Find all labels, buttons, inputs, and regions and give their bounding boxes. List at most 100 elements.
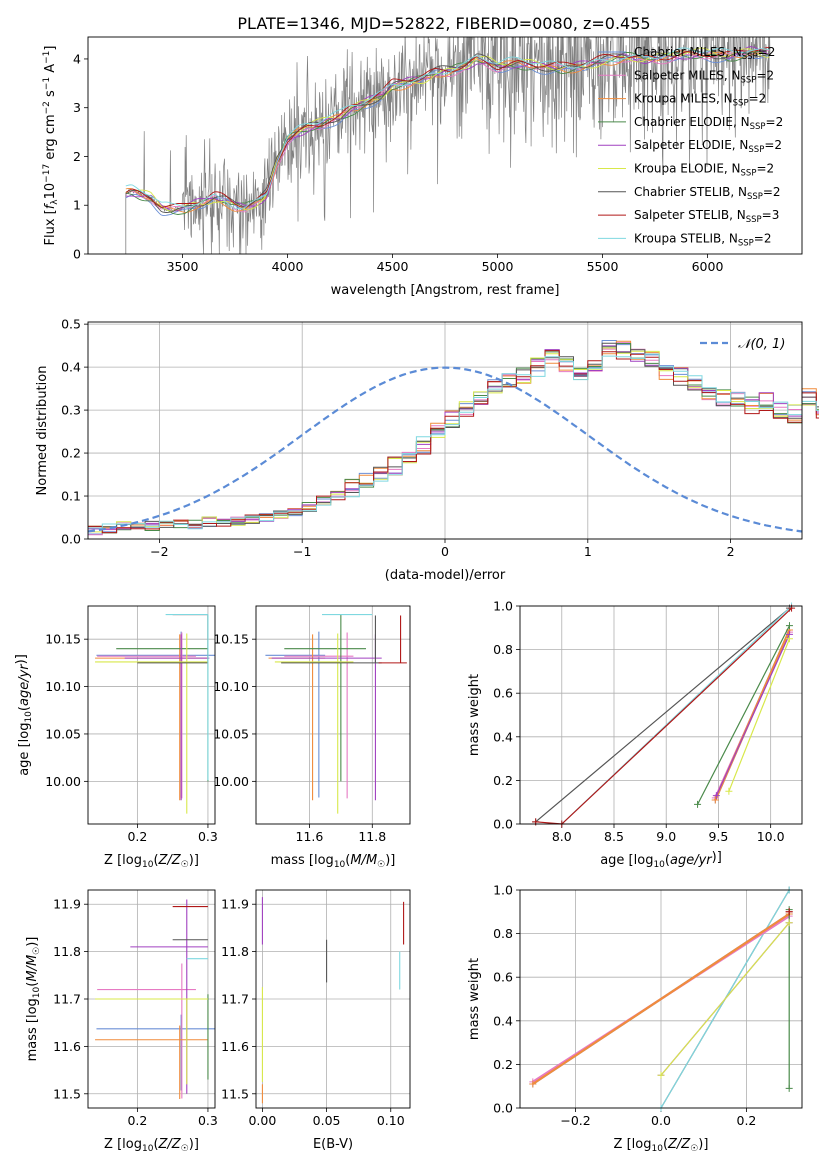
x-tick-label: 2: [727, 544, 735, 559]
y-axis-label: age [log10(age/yr)]: [14, 654, 34, 776]
y-tick-label: 10.05: [213, 726, 249, 741]
axes-frame: [87, 321, 803, 540]
x-axis-label: E(B-V): [313, 1137, 353, 1152]
panel-3: 0.2 0.3 10.00 10.05 10.10 10.15 Z [log10(Z/Z☉)…: [14, 605, 218, 870]
histogram-kroupa-elodie: [88, 347, 819, 533]
x-tick-label: 0.3: [198, 1113, 218, 1128]
x-tick-label: 0.00: [248, 1113, 276, 1128]
y-tick-label: 3: [73, 100, 81, 115]
weight-marker: [694, 800, 702, 808]
y-tick-label: 11.5: [53, 1086, 81, 1101]
x-tick-label: −0.2: [560, 1113, 590, 1128]
y-tick-label: 11.6: [221, 1039, 249, 1054]
axes-frame: [519, 889, 803, 1109]
x-tick-label: −2: [150, 544, 168, 559]
x-tick-label: 0.10: [377, 1113, 405, 1128]
x-tick-label: 5000: [482, 259, 514, 274]
panel-2: −2 −1 0 1 2 0.0 0.1 0.2 0.3 0.4 0.5 𝒩(0, 1) (data-mo…: [35, 317, 819, 583]
weight-line-kroupa-miles: [532, 913, 790, 1085]
normal-curve: [87, 366, 803, 533]
weight-marker: [785, 622, 793, 630]
y-tick-label: 1: [73, 198, 81, 213]
legend-entry: Chabrier MILES, NSSP=2: [634, 45, 775, 62]
x-tick-label: 8.5: [604, 829, 624, 844]
histogram-kroupa-stelib: [88, 353, 819, 530]
y-tick-label: 0.0: [61, 532, 81, 547]
y-tick-label: 0.6: [493, 970, 513, 985]
y-tick-label: 10.10: [213, 679, 249, 694]
x-tick-label: 4000: [272, 259, 304, 274]
histogram-salpeter-stelib: [88, 350, 819, 534]
panel-5: 8.0 8.5 9.0 9.5 10.0 0.0 0.2 0.4 0.6 0.8 1.0 age [l…: [467, 599, 803, 870]
y-tick-label: 0.2: [493, 1057, 513, 1072]
weight-line-salpeter-elodie: [715, 634, 791, 796]
y-tick-label: 0.0: [493, 1101, 513, 1116]
y-axis-label: mass [log10(M/M☉)]: [25, 937, 42, 1062]
weight-marker: [711, 796, 719, 804]
x-tick-label: 9.0: [656, 829, 676, 844]
x-axis-label: age [log10(age/yr)]: [600, 850, 722, 870]
x-tick-label: 5500: [587, 259, 619, 274]
y-axis-label: mass weight: [467, 958, 482, 1040]
y-tick-label: 10.15: [45, 632, 81, 647]
weight-line-kroupa-elodie: [660, 922, 790, 1076]
legend-entry: Kroupa ELODIE, NSSP=2: [634, 162, 774, 179]
legend-entry: Salpeter STELIB, NSSP=3: [634, 208, 779, 225]
legend-entry: Salpeter ELODIE, NSSP=2: [634, 138, 782, 155]
x-axis-label: Z [log10(Z/Z☉)]: [104, 853, 199, 870]
weight-marker: [725, 787, 733, 795]
y-tick-label: 0.8: [493, 926, 513, 941]
weight-marker: [529, 1080, 537, 1088]
y-tick-label: 11.7: [53, 992, 81, 1007]
x-tick-label: 0.2: [127, 829, 147, 844]
y-tick-label: 11.8: [221, 944, 249, 959]
x-axis-label: Z [log10(Z/Z☉)]: [104, 1137, 199, 1154]
y-tick-label: 0.2: [493, 773, 513, 788]
legend-entry: Kroupa MILES, NSSP=2: [634, 92, 766, 109]
x-tick-label: 11.8: [358, 829, 386, 844]
x-axis-label: mass [log10(M/M☉)]: [271, 853, 396, 870]
y-tick-label: 0.8: [493, 642, 513, 657]
figure-title: PLATE=1346, MJD=52822, FIBERID=0080, z=0…: [237, 14, 650, 33]
y-tick-label: 0.4: [493, 729, 513, 744]
weight-line-chabrier-elodie: [697, 625, 791, 805]
x-tick-label: 8.0: [552, 829, 572, 844]
legend-entry: Chabrier STELIB, NSSP=2: [634, 185, 781, 202]
y-tick-label: 11.6: [53, 1039, 81, 1054]
x-tick-label: 4500: [377, 259, 409, 274]
y-tick-label: 11.5: [221, 1086, 249, 1101]
y-tick-label: 10.10: [45, 679, 81, 694]
model-spectrum-kroupa-miles: [125, 50, 770, 213]
x-tick-label: 10.0: [757, 829, 785, 844]
x-tick-label: 0.0: [651, 1113, 671, 1128]
y-tick-label: 10.00: [45, 774, 81, 789]
histogram-kroupa-miles: [88, 340, 819, 531]
y-tick-label: 0.1: [61, 489, 81, 504]
weight-marker: [657, 1071, 665, 1079]
weight-marker: [785, 635, 793, 643]
legend-entry: Salpeter MILES, NSSP=2: [634, 68, 774, 85]
x-axis-label: Z [log10(Z/Z☉)]: [614, 1137, 709, 1154]
x-tick-label: 6000: [692, 259, 724, 274]
x-tick-label: 0.2: [127, 1113, 147, 1128]
axes-frame: [87, 605, 216, 825]
weight-line-salpeter-stelib: [535, 607, 793, 825]
panel-7: 0.00 0.05 0.10 11.5 11.6 11.7 11.8 11.9 E(B-V): [221, 889, 411, 1152]
panel-4: 11.6 11.8 10.00 10.05 10.10 10.15 mass [log10(…: [213, 605, 411, 870]
x-tick-label: −1: [293, 544, 311, 559]
weight-line-kroupa-elodie: [728, 638, 791, 792]
legend-entry: Chabrier ELODIE, NSSP=2: [634, 115, 783, 132]
model-spectrum-salpeter-miles: [125, 50, 770, 213]
histogram-chabrier-elodie: [88, 343, 819, 534]
axes-frame: [519, 605, 803, 825]
y-tick-label: 4: [73, 51, 81, 66]
model-spectrum-kroupa-stelib: [125, 47, 770, 209]
y-axis-label: Normed distribution: [35, 366, 50, 496]
x-axis-label: (data-model)/error: [385, 568, 506, 583]
x-tick-label: 3500: [167, 259, 199, 274]
weight-marker: [712, 792, 720, 800]
x-tick-label: 9.5: [708, 829, 728, 844]
y-axis-label: mass weight: [467, 674, 482, 756]
y-tick-label: 0.5: [61, 317, 81, 332]
y-tick-label: 11.9: [53, 897, 81, 912]
